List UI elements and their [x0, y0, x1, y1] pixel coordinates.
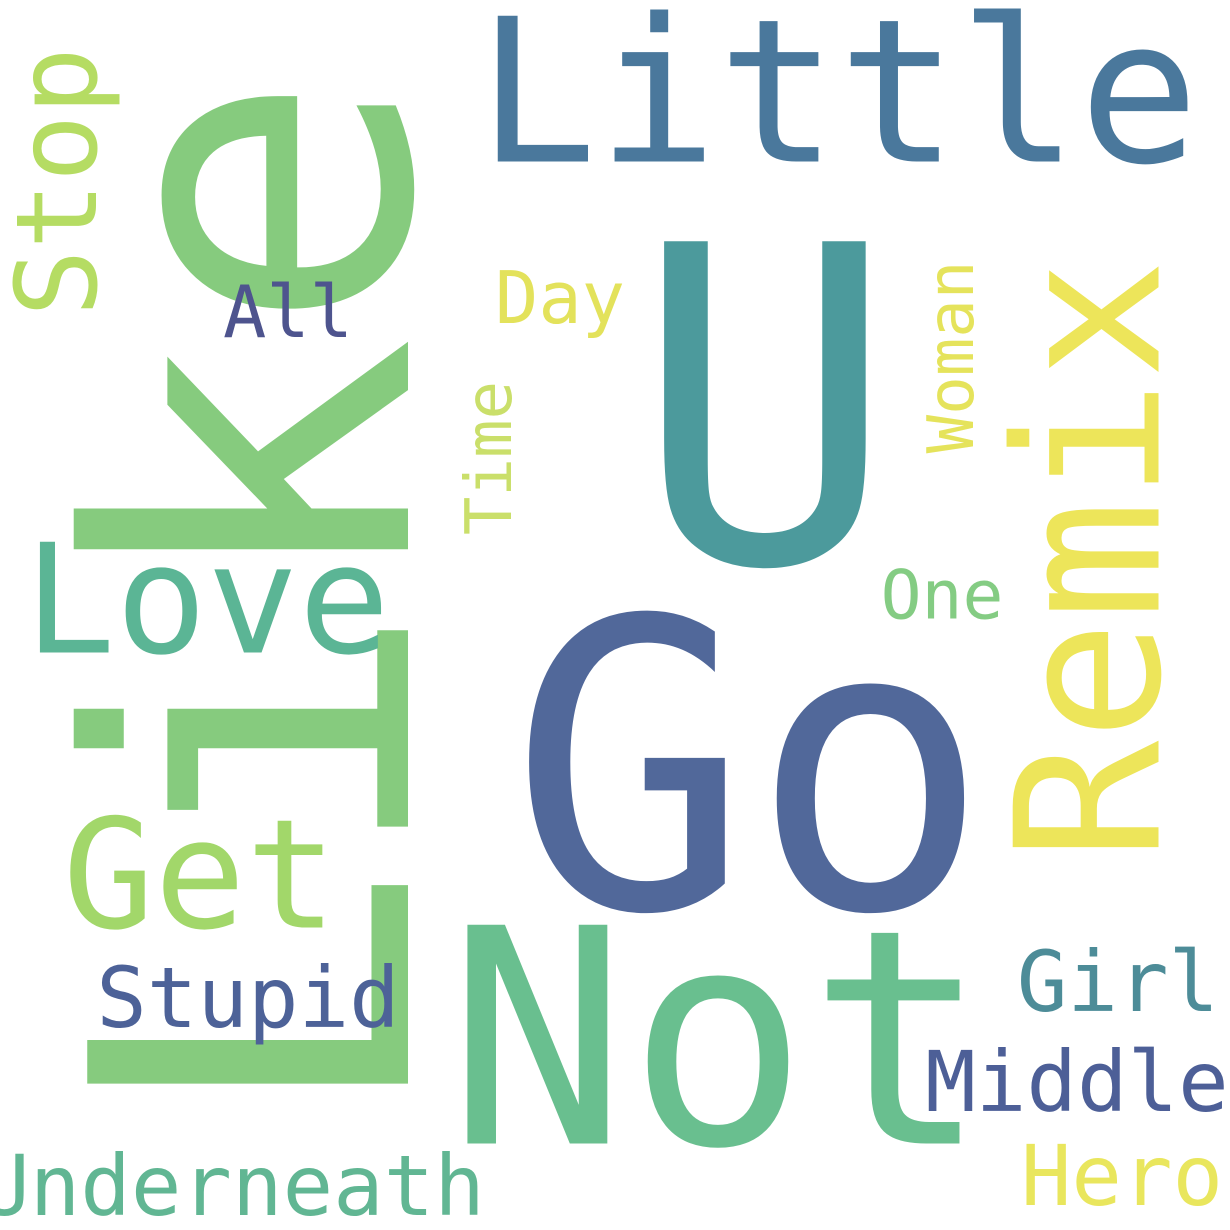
- word-not: Not: [447, 866, 989, 1215]
- word-underneath: Underneath: [0, 1137, 485, 1230]
- word-all: All: [223, 270, 353, 354]
- word-day: Day: [495, 256, 625, 340]
- word-time: Time: [453, 381, 527, 535]
- word-one: One: [881, 557, 1004, 636]
- word-hero: Hero: [1021, 1127, 1223, 1225]
- word-remix: Remix: [974, 259, 1207, 861]
- word-love: Love: [24, 512, 390, 689]
- word-middle: Middle: [925, 1033, 1228, 1131]
- word-get: Get: [63, 787, 338, 964]
- word-stop: Stop: [0, 47, 123, 317]
- word-little: Little: [477, 0, 1199, 210]
- word-go: Go: [509, 538, 991, 1003]
- word-woman: Woman: [915, 261, 989, 454]
- word-stupid: Stupid: [96, 949, 399, 1047]
- word-girl: Girl: [1017, 933, 1219, 1031]
- word-u: U: [633, 154, 898, 666]
- word-like: Like: [0, 70, 512, 1130]
